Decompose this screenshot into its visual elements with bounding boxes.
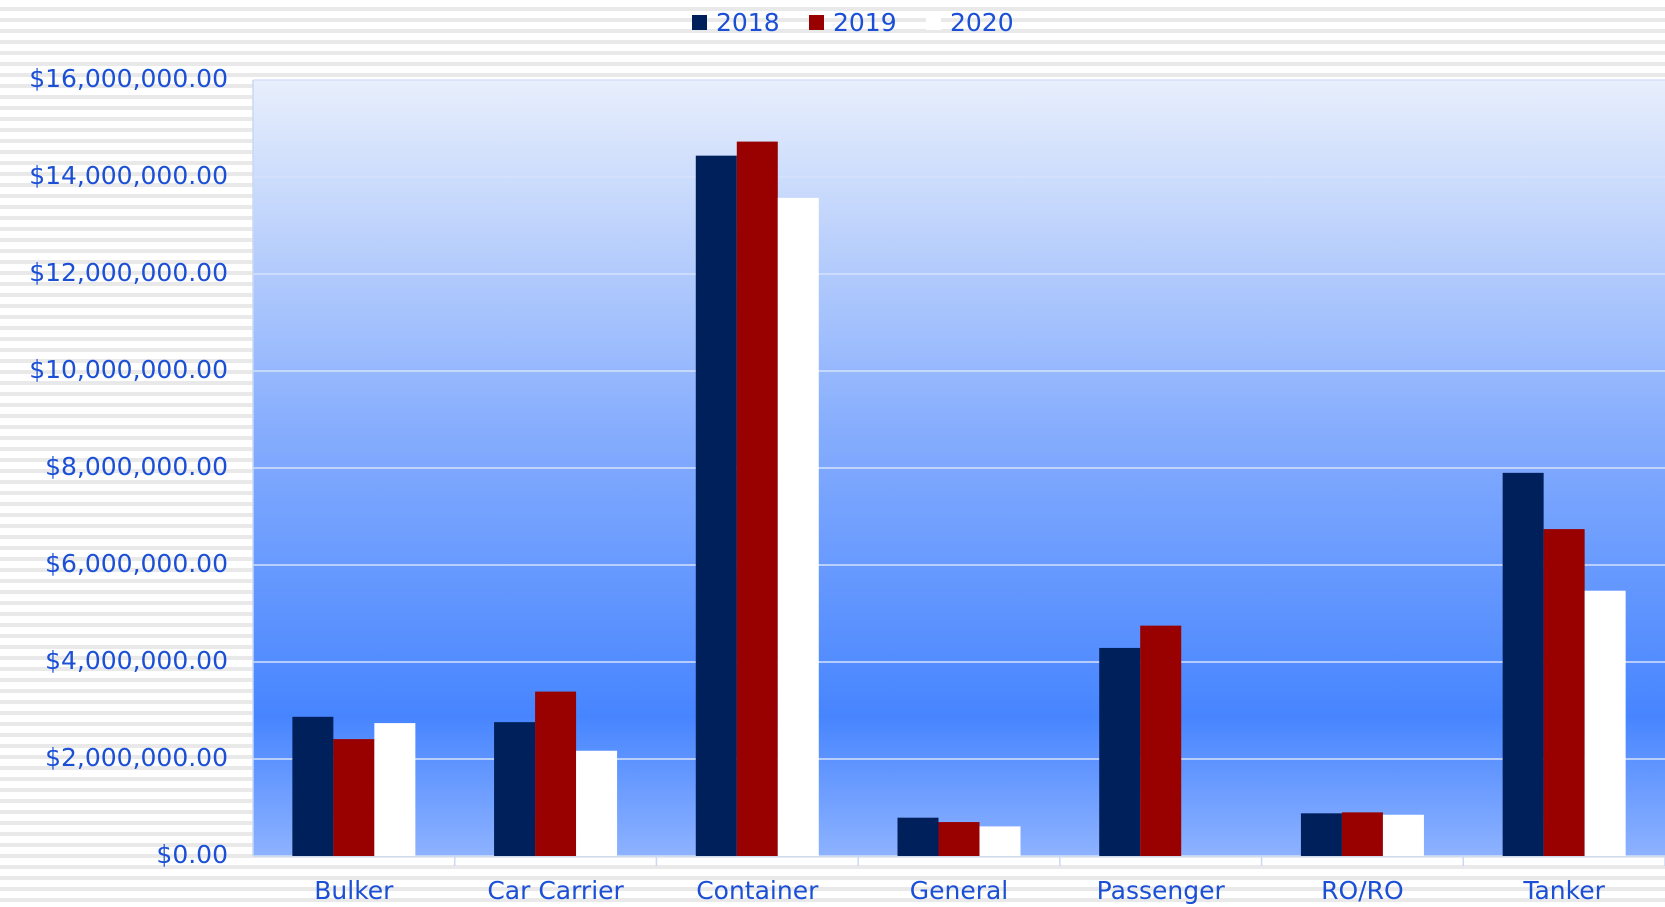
x-tick-label: Passenger (1097, 876, 1226, 905)
x-tick-label: General (910, 876, 1009, 905)
bar (897, 817, 939, 856)
legend-label: 2018 (716, 8, 780, 37)
y-tick-label: $6,000,000.00 (45, 549, 228, 578)
y-tick-label: $8,000,000.00 (45, 452, 228, 481)
bar (979, 826, 1021, 856)
y-tick-label: $0.00 (156, 840, 228, 869)
bar (695, 155, 737, 856)
y-tick-label: $2,000,000.00 (45, 743, 228, 772)
bar (1502, 472, 1544, 856)
x-tick-label: Container (696, 876, 819, 905)
x-tick-label: Tanker (1522, 876, 1605, 905)
bar (494, 722, 536, 856)
bar (1300, 813, 1342, 856)
x-tick-label: Bulker (314, 876, 394, 905)
bar (1341, 812, 1383, 856)
bar (292, 716, 334, 856)
bar (777, 197, 819, 857)
bar (333, 739, 375, 856)
legend-label: 2020 (950, 8, 1014, 37)
y-tick-label: $16,000,000.00 (29, 64, 228, 93)
bar (1584, 590, 1626, 856)
bar (576, 750, 618, 856)
bar (938, 822, 980, 856)
bar (1099, 647, 1141, 856)
legend-label: 2019 (833, 8, 897, 37)
y-tick-label: $14,000,000.00 (29, 161, 228, 190)
bar (1382, 814, 1424, 856)
x-tick-label: Car Carrier (487, 876, 624, 905)
x-tick-label: RO/RO (1321, 876, 1404, 905)
y-tick-label: $12,000,000.00 (29, 258, 228, 287)
bar (1543, 529, 1585, 856)
legend-swatch (926, 15, 941, 30)
bar (535, 691, 577, 856)
y-tick-label: $4,000,000.00 (45, 646, 228, 675)
bar (374, 723, 416, 856)
bar (736, 141, 778, 857)
legend-swatch (692, 15, 707, 30)
y-tick-label: $10,000,000.00 (29, 355, 228, 384)
bar (1140, 625, 1182, 856)
legend-swatch (809, 15, 824, 30)
